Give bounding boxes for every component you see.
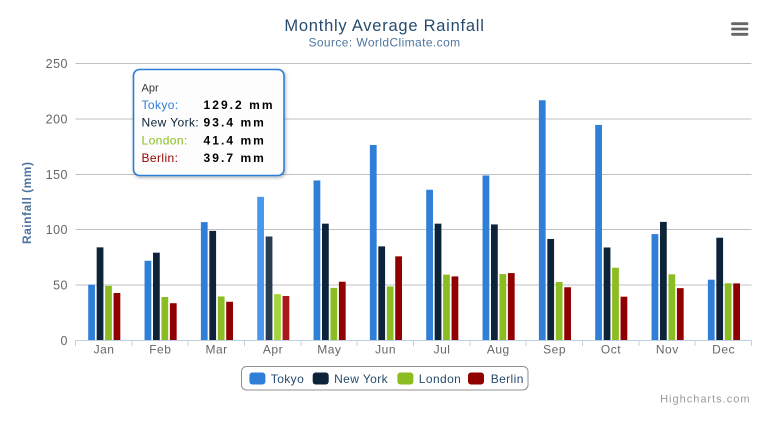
svg-text:Highcharts.com: Highcharts.com bbox=[660, 394, 750, 406]
svg-text:New York:: New York: bbox=[142, 116, 200, 130]
svg-text:93.4 mm: 93.4 mm bbox=[204, 116, 266, 130]
svg-text:Apr: Apr bbox=[263, 343, 283, 357]
svg-text:Oct: Oct bbox=[601, 343, 621, 357]
svg-text:New York: New York bbox=[334, 372, 388, 386]
svg-text:200: 200 bbox=[46, 112, 68, 126]
svg-text:Tokyo: Tokyo bbox=[271, 372, 304, 386]
svg-text:100: 100 bbox=[46, 223, 68, 237]
svg-text:250: 250 bbox=[46, 57, 68, 71]
svg-text:Dec: Dec bbox=[712, 343, 735, 357]
svg-text:Tokyo:: Tokyo: bbox=[142, 98, 179, 112]
svg-text:Berlin:: Berlin: bbox=[142, 151, 179, 165]
svg-text:0: 0 bbox=[61, 334, 68, 348]
svg-text:Feb: Feb bbox=[149, 343, 171, 357]
svg-text:Nov: Nov bbox=[656, 343, 679, 357]
svg-text:London: London bbox=[419, 372, 461, 386]
svg-text:Aug: Aug bbox=[487, 343, 510, 357]
svg-text:Mar: Mar bbox=[206, 343, 228, 357]
svg-text:Rainfall (mm): Rainfall (mm) bbox=[20, 162, 34, 245]
svg-text:May: May bbox=[317, 343, 341, 357]
svg-text:Berlin: Berlin bbox=[491, 372, 524, 386]
svg-text:Source: WorldClimate.com: Source: WorldClimate.com bbox=[308, 36, 460, 50]
svg-text:Apr: Apr bbox=[142, 83, 159, 95]
svg-text:41.4 mm: 41.4 mm bbox=[204, 133, 266, 147]
svg-text:Jun: Jun bbox=[375, 343, 396, 357]
svg-text:Jan: Jan bbox=[94, 343, 115, 357]
svg-text:London:: London: bbox=[142, 133, 188, 147]
svg-text:Jul: Jul bbox=[434, 343, 451, 357]
svg-text:Monthly Average Rainfall: Monthly Average Rainfall bbox=[284, 17, 484, 35]
svg-text:39.7 mm: 39.7 mm bbox=[204, 151, 266, 165]
svg-text:50: 50 bbox=[53, 279, 68, 293]
svg-text:129.2 mm: 129.2 mm bbox=[204, 98, 275, 112]
svg-text:Sep: Sep bbox=[543, 343, 566, 357]
svg-text:150: 150 bbox=[46, 168, 68, 182]
